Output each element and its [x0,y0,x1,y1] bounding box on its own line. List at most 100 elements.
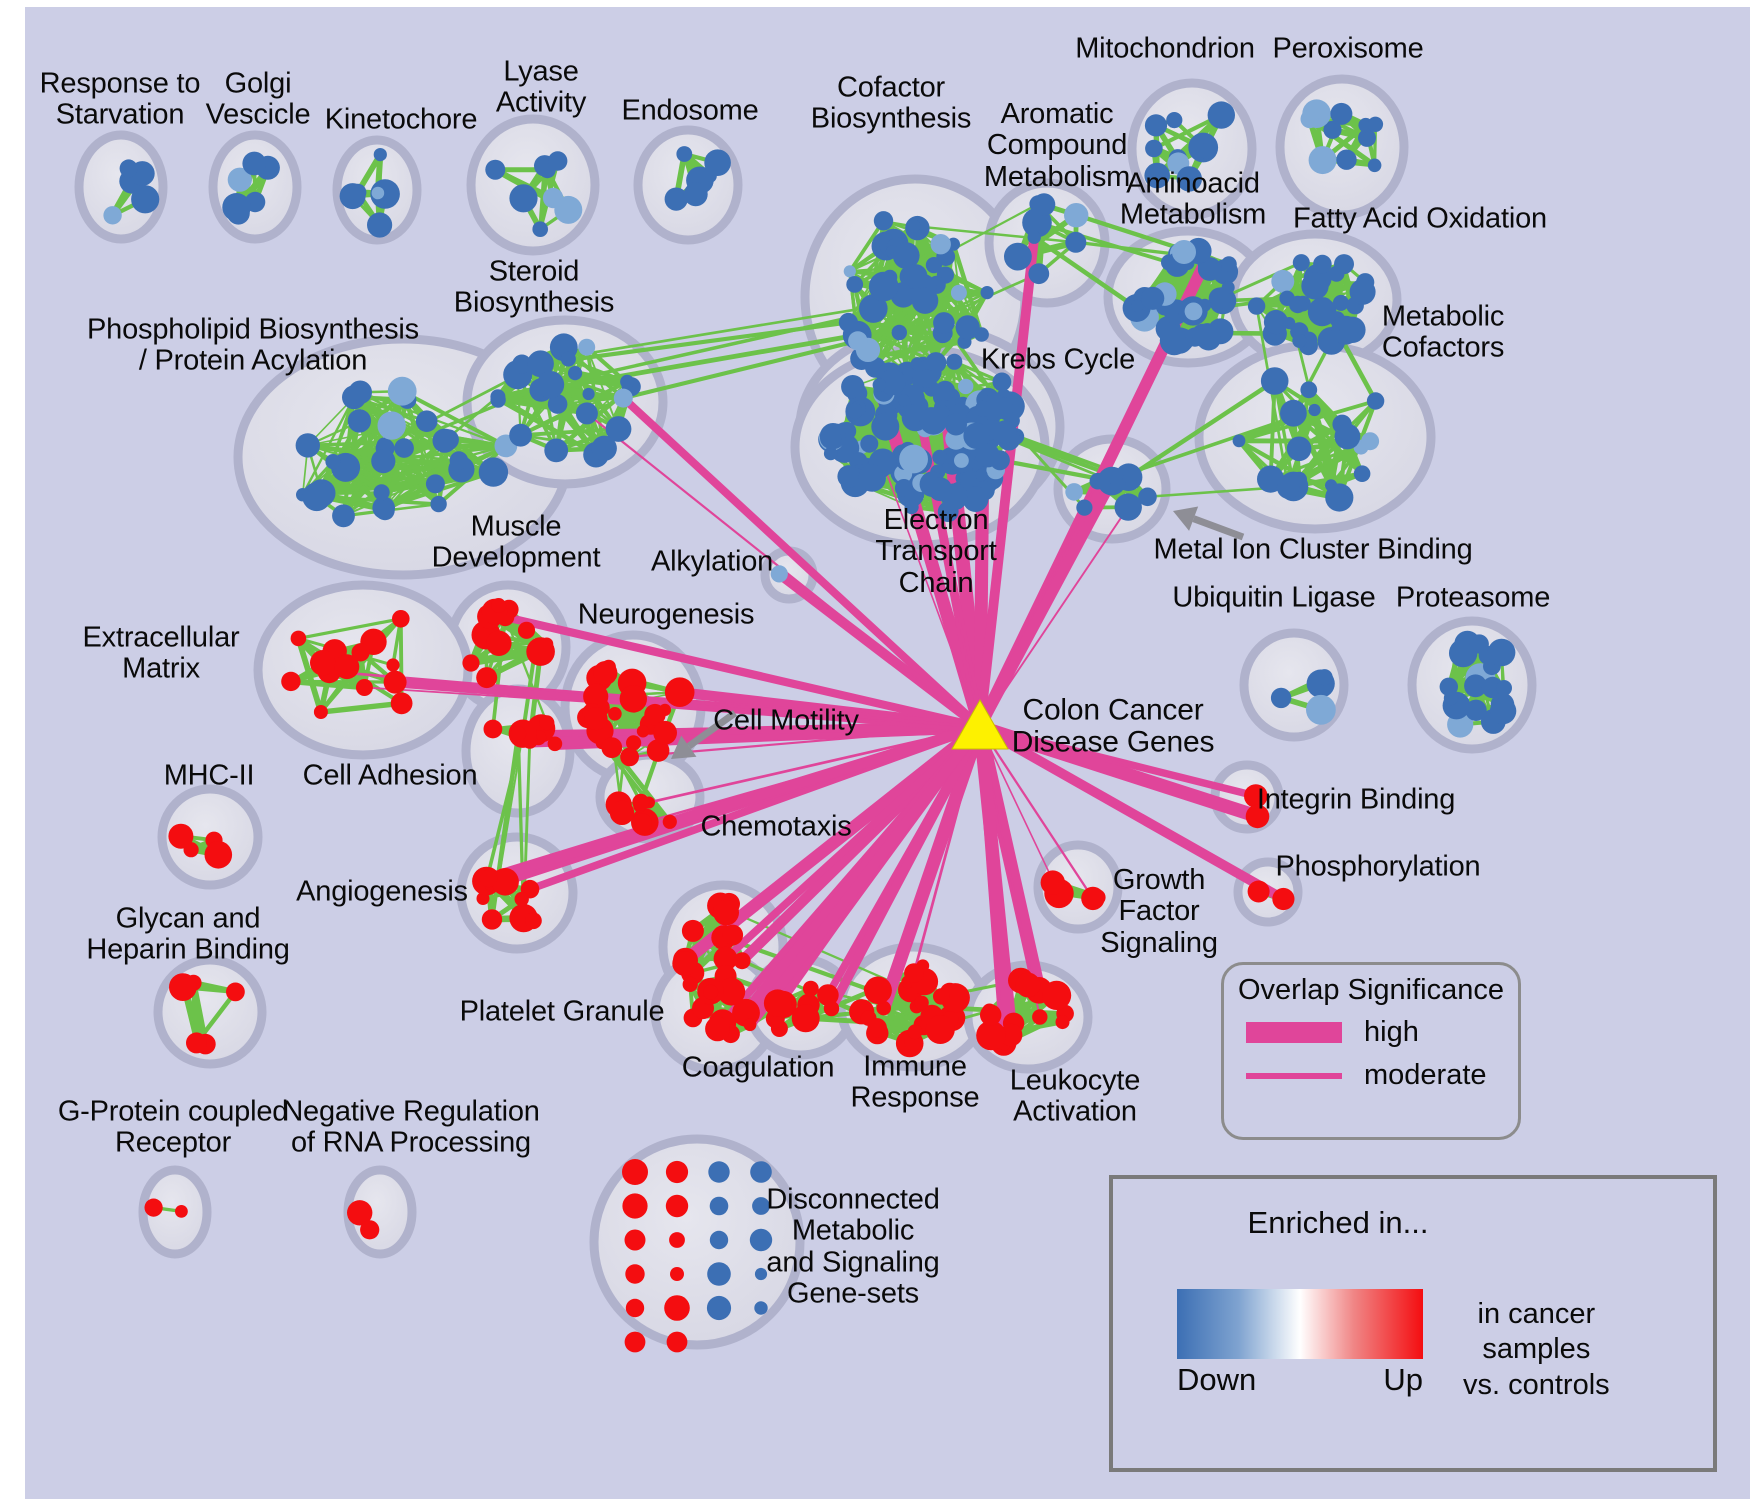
gene-set-node[interactable] [1042,980,1072,1011]
gene-set-node[interactable] [1055,1015,1070,1030]
gene-set-node[interactable] [743,1018,757,1032]
gene-set-node[interactable] [717,977,746,1006]
gene-set-node[interactable] [313,705,328,719]
gene-set-node[interactable] [536,371,565,399]
gene-set-node[interactable] [980,286,994,300]
gene-set-node[interactable] [892,242,920,269]
gene-set-node[interactable] [791,1004,820,1033]
gene-set-node[interactable] [709,1196,729,1216]
gene-set-node[interactable] [665,1194,689,1218]
gene-set-node[interactable] [975,400,992,417]
gene-set-node[interactable] [347,1200,373,1226]
gene-set-node[interactable] [415,410,438,433]
gene-set-node[interactable] [868,271,899,302]
gene-set-node[interactable] [1105,467,1124,485]
gene-set-node[interactable] [392,610,410,628]
gene-set-node[interactable] [554,195,583,224]
gene-set-node[interactable] [802,980,819,997]
gene-set-node[interactable] [933,312,955,334]
gene-set-node[interactable] [578,338,596,356]
gene-set-node[interactable] [763,989,792,1017]
gene-set-node[interactable] [708,1161,730,1183]
gene-set-node[interactable] [348,380,373,405]
gene-set-node[interactable] [891,324,907,341]
gene-set-node[interactable] [1361,432,1380,451]
gene-set-node[interactable] [713,946,738,971]
gene-set-node[interactable] [290,630,307,647]
gene-set-node[interactable] [601,737,623,758]
gene-set-node[interactable] [904,963,924,983]
gene-set-node[interactable] [976,1020,1006,1051]
gene-set-node[interactable] [1263,309,1289,335]
gene-set-node[interactable] [622,1193,648,1219]
gene-set-node[interactable] [479,869,498,888]
gene-set-node[interactable] [582,387,595,401]
gene-set-node[interactable] [1292,333,1307,348]
gene-set-node[interactable] [1221,256,1237,273]
gene-set-node[interactable] [665,1160,689,1184]
gene-set-node[interactable] [823,446,838,461]
gene-set-node[interactable] [349,183,367,202]
gene-set-node[interactable] [919,407,948,435]
gene-set-node[interactable] [625,1298,645,1318]
gene-set-node[interactable] [1260,367,1289,395]
gene-set-node[interactable] [676,146,693,162]
gene-set-node[interactable] [525,912,542,930]
gene-set-node[interactable] [387,376,417,406]
gene-set-node[interactable] [593,661,618,685]
gene-set-node[interactable] [1367,116,1384,132]
gene-set-node[interactable] [367,212,393,238]
gene-set-node[interactable] [377,411,406,440]
gene-set-node[interactable] [1489,697,1517,725]
gene-set-node[interactable] [946,353,963,370]
gene-set-node[interactable] [351,643,370,662]
gene-set-node[interactable] [1353,465,1371,483]
gene-set-node[interactable] [527,350,554,378]
gene-set-node[interactable] [1292,254,1310,272]
gene-set-node[interactable] [928,477,953,502]
gene-set-node[interactable] [119,159,138,178]
gene-set-node[interactable] [547,736,563,752]
gene-set-node[interactable] [666,1331,688,1353]
gene-set-node[interactable] [281,671,301,692]
gene-set-node[interactable] [204,841,233,869]
gene-set-node[interactable] [907,1024,923,1040]
gene-set-node[interactable] [636,725,650,738]
gene-set-node[interactable] [1064,203,1089,228]
gene-set-node[interactable] [754,1301,768,1315]
gene-set-node[interactable] [1306,694,1336,725]
gene-set-node[interactable] [722,924,744,946]
gene-set-node[interactable] [619,685,647,713]
gene-set-node[interactable] [626,735,642,751]
gene-set-node[interactable] [227,167,252,192]
gene-set-node[interactable] [1313,254,1332,274]
gene-set-node[interactable] [1191,323,1213,345]
gene-set-node[interactable] [1358,128,1376,147]
gene-set-node[interactable] [705,1016,730,1042]
gene-set-node[interactable] [491,868,519,896]
gene-set-node[interactable] [1307,297,1337,327]
gene-set-node[interactable] [681,919,704,942]
gene-set-node[interactable] [514,891,529,907]
gene-set-node[interactable] [872,378,887,392]
gene-set-node[interactable] [631,813,652,834]
gene-set-node[interactable] [904,500,919,515]
gene-set-node[interactable] [510,726,527,742]
gene-set-node[interactable] [1245,804,1270,829]
gene-set-node[interactable] [867,1018,887,1038]
gene-set-node[interactable] [476,667,498,689]
gene-set-node[interactable] [1325,483,1354,512]
gene-set-node[interactable] [879,369,906,396]
gene-set-node[interactable] [449,451,469,470]
gene-set-node[interactable] [954,453,969,468]
gene-set-node[interactable] [1144,114,1168,137]
gene-set-node[interactable] [930,234,951,255]
gene-set-node[interactable] [1172,240,1196,264]
gene-set-node[interactable] [817,984,839,1006]
gene-set-node[interactable] [707,1262,731,1286]
gene-set-node[interactable] [1032,193,1056,216]
gene-set-node[interactable] [963,422,990,449]
gene-set-node[interactable] [1349,278,1376,305]
gene-set-node[interactable] [911,287,939,314]
gene-set-node[interactable] [175,1205,188,1218]
